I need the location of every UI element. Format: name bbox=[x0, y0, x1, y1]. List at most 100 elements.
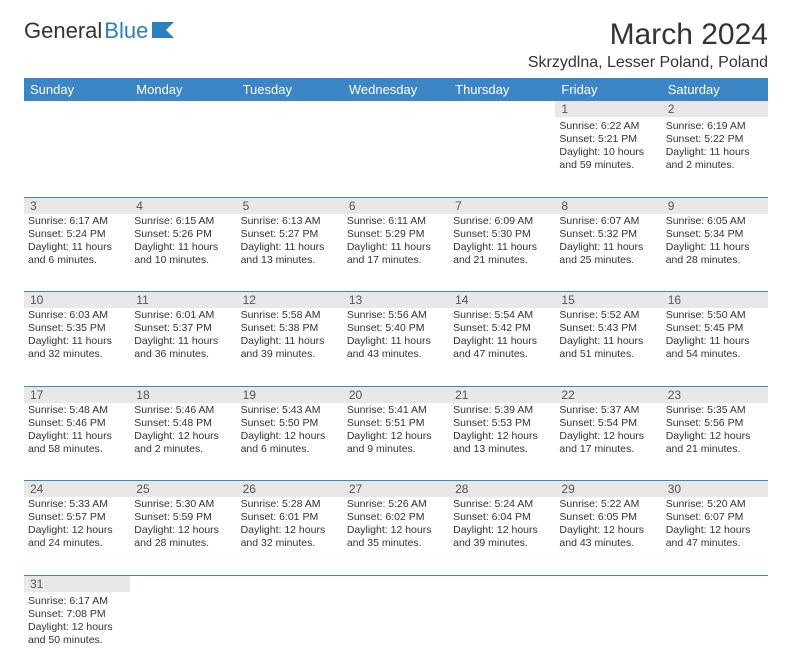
day-details: Sunrise: 6:13 AMSunset: 5:27 PMDaylight:… bbox=[241, 214, 339, 268]
day-details: Sunrise: 5:52 AMSunset: 5:43 PMDaylight:… bbox=[559, 308, 657, 362]
calendar-cell: Sunrise: 5:28 AMSunset: 6:01 PMDaylight:… bbox=[237, 497, 343, 575]
day-number: 18 bbox=[130, 387, 236, 403]
day-details: Sunrise: 6:05 AMSunset: 5:34 PMDaylight:… bbox=[666, 214, 764, 268]
weekday-header: Thursday bbox=[449, 78, 555, 101]
day-number-row: 24252627282930 bbox=[24, 481, 768, 498]
day-number: 11 bbox=[130, 292, 236, 308]
calendar-cell-empty bbox=[343, 119, 449, 197]
week-row: Sunrise: 6:03 AMSunset: 5:35 PMDaylight:… bbox=[24, 308, 768, 386]
day-details: Sunrise: 5:41 AMSunset: 5:51 PMDaylight:… bbox=[347, 403, 445, 457]
week-row: Sunrise: 5:33 AMSunset: 5:57 PMDaylight:… bbox=[24, 497, 768, 575]
calendar-cell-empty bbox=[130, 594, 236, 672]
week-row: Sunrise: 6:17 AMSunset: 5:24 PMDaylight:… bbox=[24, 214, 768, 292]
calendar-cell: Sunrise: 6:05 AMSunset: 5:34 PMDaylight:… bbox=[662, 214, 768, 292]
calendar-cell: Sunrise: 5:24 AMSunset: 6:04 PMDaylight:… bbox=[449, 497, 555, 575]
logo: GeneralBlue bbox=[24, 18, 178, 44]
day-number: 8 bbox=[555, 198, 661, 214]
calendar-cell: Sunrise: 6:07 AMSunset: 5:32 PMDaylight:… bbox=[555, 214, 661, 292]
day-number: 27 bbox=[343, 481, 449, 497]
day-details: Sunrise: 6:17 AMSunset: 7:08 PMDaylight:… bbox=[28, 594, 126, 648]
calendar-cell: Sunrise: 6:11 AMSunset: 5:29 PMDaylight:… bbox=[343, 214, 449, 292]
day-details: Sunrise: 6:01 AMSunset: 5:37 PMDaylight:… bbox=[134, 308, 232, 362]
calendar-cell: Sunrise: 5:20 AMSunset: 6:07 PMDaylight:… bbox=[662, 497, 768, 575]
calendar-cell: Sunrise: 5:35 AMSunset: 5:56 PMDaylight:… bbox=[662, 403, 768, 481]
day-number-row: 10111213141516 bbox=[24, 292, 768, 309]
calendar-cell: Sunrise: 5:46 AMSunset: 5:48 PMDaylight:… bbox=[130, 403, 236, 481]
calendar-cell: Sunrise: 5:52 AMSunset: 5:43 PMDaylight:… bbox=[555, 308, 661, 386]
calendar-cell: Sunrise: 5:58 AMSunset: 5:38 PMDaylight:… bbox=[237, 308, 343, 386]
flag-icon bbox=[152, 18, 178, 44]
day-details: Sunrise: 5:24 AMSunset: 6:04 PMDaylight:… bbox=[453, 497, 551, 551]
day-number: 25 bbox=[130, 481, 236, 497]
calendar-cell-empty bbox=[130, 119, 236, 197]
calendar-body: 12Sunrise: 6:22 AMSunset: 5:21 PMDayligh… bbox=[24, 101, 768, 672]
day-number: 26 bbox=[237, 481, 343, 497]
day-number: 5 bbox=[237, 198, 343, 214]
calendar-cell: Sunrise: 6:17 AMSunset: 5:24 PMDaylight:… bbox=[24, 214, 130, 292]
day-details: Sunrise: 5:43 AMSunset: 5:50 PMDaylight:… bbox=[241, 403, 339, 457]
calendar-cell-empty bbox=[237, 119, 343, 197]
day-number-row: 3456789 bbox=[24, 197, 768, 214]
day-details: Sunrise: 5:37 AMSunset: 5:54 PMDaylight:… bbox=[559, 403, 657, 457]
day-number: 28 bbox=[449, 481, 555, 497]
calendar-cell: Sunrise: 6:19 AMSunset: 5:22 PMDaylight:… bbox=[662, 119, 768, 197]
calendar-cell: Sunrise: 5:30 AMSunset: 5:59 PMDaylight:… bbox=[130, 497, 236, 575]
week-row: Sunrise: 5:48 AMSunset: 5:46 PMDaylight:… bbox=[24, 403, 768, 481]
day-number: 31 bbox=[24, 576, 130, 592]
calendar-cell-empty bbox=[343, 594, 449, 672]
day-number: 29 bbox=[555, 481, 661, 497]
day-details: Sunrise: 5:20 AMSunset: 6:07 PMDaylight:… bbox=[666, 497, 764, 551]
day-details: Sunrise: 6:15 AMSunset: 5:26 PMDaylight:… bbox=[134, 214, 232, 268]
day-details: Sunrise: 5:22 AMSunset: 6:05 PMDaylight:… bbox=[559, 497, 657, 551]
day-number: 3 bbox=[24, 198, 130, 214]
title-block: March 2024 Skrzydlna, Lesser Poland, Pol… bbox=[528, 18, 768, 72]
weekday-header: Friday bbox=[555, 78, 661, 101]
day-details: Sunrise: 5:56 AMSunset: 5:40 PMDaylight:… bbox=[347, 308, 445, 362]
day-details: Sunrise: 6:07 AMSunset: 5:32 PMDaylight:… bbox=[559, 214, 657, 268]
calendar-cell: Sunrise: 6:17 AMSunset: 7:08 PMDaylight:… bbox=[24, 594, 130, 672]
day-number: 30 bbox=[662, 481, 768, 497]
calendar-cell-empty bbox=[662, 594, 768, 672]
day-number: 14 bbox=[449, 292, 555, 308]
location: Skrzydlna, Lesser Poland, Poland bbox=[528, 54, 768, 72]
month-title: March 2024 bbox=[528, 18, 768, 52]
day-number-row: 17181920212223 bbox=[24, 386, 768, 403]
calendar-cell: Sunrise: 5:33 AMSunset: 5:57 PMDaylight:… bbox=[24, 497, 130, 575]
day-details: Sunrise: 6:03 AMSunset: 5:35 PMDaylight:… bbox=[28, 308, 126, 362]
day-number: 4 bbox=[130, 198, 236, 214]
day-details: Sunrise: 5:28 AMSunset: 6:01 PMDaylight:… bbox=[241, 497, 339, 551]
day-number: 23 bbox=[662, 387, 768, 403]
day-number: 15 bbox=[555, 292, 661, 308]
day-details: Sunrise: 6:17 AMSunset: 5:24 PMDaylight:… bbox=[28, 214, 126, 268]
day-details: Sunrise: 5:50 AMSunset: 5:45 PMDaylight:… bbox=[666, 308, 764, 362]
calendar-cell: Sunrise: 5:50 AMSunset: 5:45 PMDaylight:… bbox=[662, 308, 768, 386]
day-details: Sunrise: 5:30 AMSunset: 5:59 PMDaylight:… bbox=[134, 497, 232, 551]
day-details: Sunrise: 5:46 AMSunset: 5:48 PMDaylight:… bbox=[134, 403, 232, 457]
calendar-cell: Sunrise: 5:54 AMSunset: 5:42 PMDaylight:… bbox=[449, 308, 555, 386]
day-number: 9 bbox=[662, 198, 768, 214]
day-number: 7 bbox=[449, 198, 555, 214]
calendar-cell: Sunrise: 5:56 AMSunset: 5:40 PMDaylight:… bbox=[343, 308, 449, 386]
day-number: 19 bbox=[237, 387, 343, 403]
weekday-header-row: SundayMondayTuesdayWednesdayThursdayFrid… bbox=[24, 78, 768, 101]
calendar-cell: Sunrise: 5:22 AMSunset: 6:05 PMDaylight:… bbox=[555, 497, 661, 575]
calendar-cell: Sunrise: 6:22 AMSunset: 5:21 PMDaylight:… bbox=[555, 119, 661, 197]
calendar-cell: Sunrise: 6:03 AMSunset: 5:35 PMDaylight:… bbox=[24, 308, 130, 386]
day-number-row: 12 bbox=[24, 101, 768, 119]
calendar-cell-empty bbox=[555, 594, 661, 672]
calendar-table: SundayMondayTuesdayWednesdayThursdayFrid… bbox=[24, 78, 768, 672]
day-number: 6 bbox=[343, 198, 449, 214]
calendar-cell-empty bbox=[449, 119, 555, 197]
calendar-cell-empty bbox=[449, 594, 555, 672]
day-number: 13 bbox=[343, 292, 449, 308]
calendar-cell: Sunrise: 5:26 AMSunset: 6:02 PMDaylight:… bbox=[343, 497, 449, 575]
day-number: 21 bbox=[449, 387, 555, 403]
day-details: Sunrise: 5:54 AMSunset: 5:42 PMDaylight:… bbox=[453, 308, 551, 362]
day-details: Sunrise: 5:39 AMSunset: 5:53 PMDaylight:… bbox=[453, 403, 551, 457]
day-details: Sunrise: 6:19 AMSunset: 5:22 PMDaylight:… bbox=[666, 119, 764, 173]
calendar-cell: Sunrise: 6:15 AMSunset: 5:26 PMDaylight:… bbox=[130, 214, 236, 292]
day-number: 12 bbox=[237, 292, 343, 308]
day-details: Sunrise: 6:09 AMSunset: 5:30 PMDaylight:… bbox=[453, 214, 551, 268]
day-number: 17 bbox=[24, 387, 130, 403]
calendar-cell: Sunrise: 5:37 AMSunset: 5:54 PMDaylight:… bbox=[555, 403, 661, 481]
